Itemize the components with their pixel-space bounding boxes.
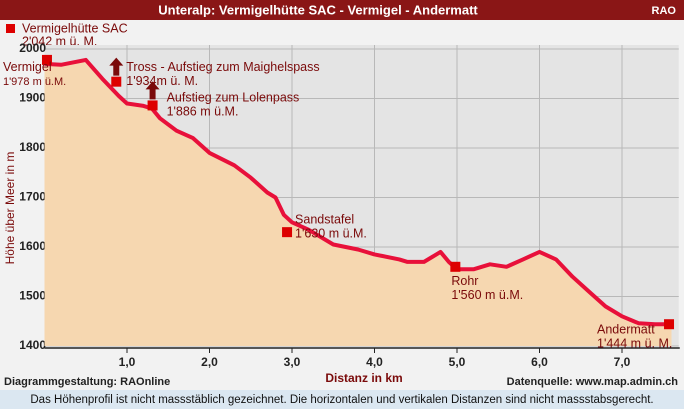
- y-tick-label: 1400: [19, 338, 46, 352]
- footer-bar: [0, 390, 684, 409]
- annotation-label: Vermigel: [3, 60, 52, 74]
- annotation-label: Sandstafel: [295, 212, 354, 226]
- annotation-sublabel: 1'886 m ü.M.: [167, 105, 239, 119]
- chart-title: Unteralp: Vermigelhütte SAC - Vermigel -…: [158, 2, 478, 17]
- arrow: [145, 81, 160, 100]
- x-axis-label: Distanz in km: [325, 371, 402, 385]
- x-tick-label: 1,0: [119, 355, 136, 369]
- y-axis-label: Höhe über Meer in m: [3, 152, 17, 265]
- y-tick-label: 1500: [19, 289, 46, 303]
- arrow: [109, 57, 124, 76]
- header-bar: [0, 0, 684, 20]
- point-marker: [41, 54, 52, 65]
- annotation-sublabel: 1'560 m ü.M.: [451, 288, 523, 302]
- point-marker: [664, 319, 675, 330]
- annotation-label: Aufstieg zum Lolenpass: [167, 91, 300, 105]
- point-marker: [111, 76, 122, 87]
- top-marker-label: Vermigelhütte SAC: [22, 21, 128, 35]
- annotation-label: Tross - Aufstieg zum Maighelspass: [126, 60, 319, 74]
- x-tick-label: 4,0: [366, 355, 383, 369]
- x-tick-label: 6,0: [531, 355, 548, 369]
- annotation-label: Andermatt: [597, 323, 655, 337]
- credit: Diagrammgestaltung: RAOnline: [4, 376, 170, 388]
- x-tick-label: 7,0: [614, 355, 631, 369]
- annotation-sublabel: 1'444 m ü. M.: [597, 337, 672, 351]
- x-tick-label: 2,0: [201, 355, 218, 369]
- y-tick-label: 1600: [19, 239, 46, 253]
- x-tick-label: 5,0: [449, 355, 466, 369]
- footer-note: Das Höhenprofil ist nicht massstäblich g…: [30, 394, 653, 406]
- x-tick-label: 3,0: [284, 355, 301, 369]
- annotation-sublabel: 1'630 m ü.M.: [295, 226, 367, 240]
- y-tick-label: 1800: [19, 140, 46, 154]
- point-marker: [147, 100, 158, 111]
- annotation-sublabel: 1'934m ü. M.: [126, 74, 198, 88]
- annotation-sublabel: 1'978 m ü.M.: [3, 76, 66, 88]
- profile-area: [44, 59, 672, 347]
- annotation-label: Rohr: [451, 274, 478, 288]
- source: Datenquelle: www.map.admin.ch: [507, 376, 679, 388]
- brand: RAO: [652, 5, 677, 17]
- y-tick-label: 1900: [19, 91, 46, 105]
- point-marker: [450, 261, 461, 272]
- point-marker: [282, 227, 293, 238]
- top-marker-sublabel: 2'042 m ü. M.: [22, 34, 97, 48]
- top-marker: [6, 24, 15, 33]
- y-tick-label: 2000: [19, 41, 46, 55]
- y-tick-label: 1700: [19, 190, 46, 204]
